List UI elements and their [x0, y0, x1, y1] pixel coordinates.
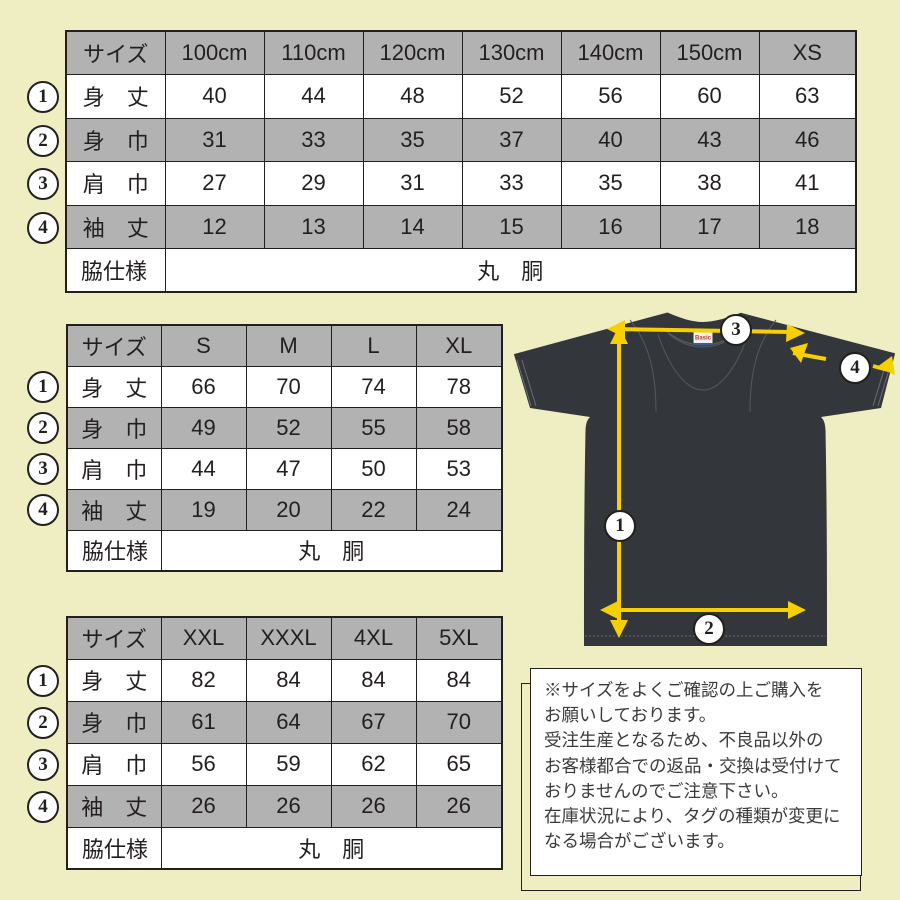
svg-text:Basic: Basic: [695, 336, 712, 342]
